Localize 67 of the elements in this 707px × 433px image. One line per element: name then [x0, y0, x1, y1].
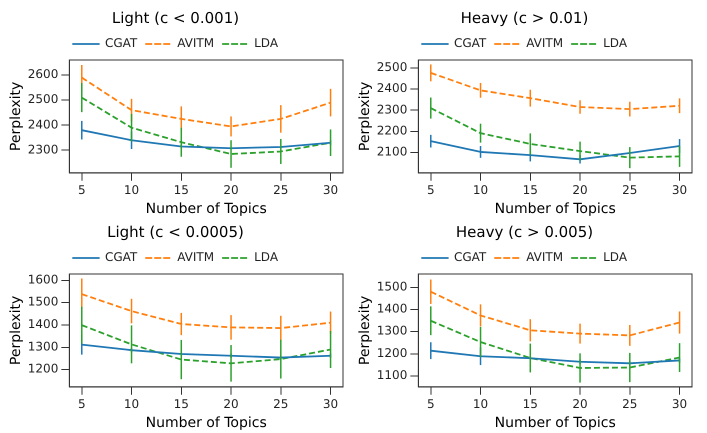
x-tick-label: 20 [572, 397, 588, 412]
legend-label: CGAT [454, 36, 487, 50]
legend-label: AVITM [177, 36, 214, 50]
y-tick-label: 2400 [376, 81, 408, 96]
y-tick-label: 1200 [376, 346, 408, 360]
x-tick-label: 10 [124, 183, 140, 198]
y-tick-label: 2600 [28, 67, 58, 82]
y-tick-label: 1300 [376, 324, 408, 338]
chart-title: Light (c < 0.001) [112, 8, 240, 27]
x-tick-label: 25 [273, 397, 288, 412]
legend-label: AVITM [526, 250, 564, 264]
x-tick-label: 10 [472, 183, 488, 198]
x-tick-label: 5 [78, 397, 86, 412]
y-tick-label: 1500 [376, 279, 408, 294]
x-tick-label: 25 [273, 183, 288, 198]
x-axis-title: Number of Topics [494, 201, 616, 218]
chart-title: Heavy (c > 0.005) [456, 222, 594, 241]
x-axis-title: Number of Topics [494, 415, 616, 432]
y-tick-label: 2100 [376, 144, 408, 158]
x-tick-label: 5 [78, 183, 86, 198]
y-axis-title: Perplexity [8, 82, 24, 152]
legend-label: AVITM [526, 36, 564, 50]
legend-label: LDA [603, 36, 628, 50]
chart-title: Light (c < 0.0005) [107, 222, 244, 241]
x-tick-label: 5 [426, 397, 435, 412]
legend-label: CGAT [454, 250, 487, 264]
y-tick-label: 1400 [376, 302, 408, 316]
legend-label: LDA [603, 250, 628, 264]
x-tick-label: 20 [223, 183, 239, 198]
y-tick-label: 2300 [376, 102, 408, 116]
y-tick-label: 1300 [28, 339, 58, 354]
x-axis-title: Number of Topics [146, 201, 267, 218]
legend-label: LDA [254, 36, 279, 50]
y-tick-label: 1100 [376, 368, 408, 382]
x-tick-label: 15 [522, 397, 538, 412]
y-tick-label: 1400 [28, 317, 58, 332]
x-tick-label: 10 [124, 397, 140, 412]
y-tick-label: 2500 [28, 92, 58, 106]
x-tick-label: 10 [472, 397, 488, 412]
legend-label: AVITM [177, 250, 214, 264]
legend-label: LDA [254, 250, 279, 264]
legend-label: CGAT [104, 250, 138, 264]
y-tick-label: 1500 [28, 294, 58, 309]
x-tick-label: 20 [572, 183, 588, 198]
x-tick-label: 20 [223, 397, 239, 412]
y-tick-label: 2500 [376, 60, 408, 74]
x-tick-label: 25 [622, 183, 638, 198]
x-tick-label: 15 [522, 183, 538, 198]
y-tick-label: 2300 [28, 142, 58, 156]
y-axis-title: Perplexity [357, 296, 374, 366]
x-tick-label: 5 [426, 183, 435, 198]
y-tick-label: 2200 [376, 123, 408, 138]
x-tick-label: 30 [672, 183, 688, 198]
x-tick-label: 25 [622, 397, 638, 412]
x-tick-label: 30 [322, 397, 338, 412]
y-axis-title: Perplexity [8, 296, 24, 366]
x-tick-label: 15 [174, 183, 189, 198]
y-tick-label: 2400 [28, 117, 58, 132]
y-tick-label: 1600 [28, 272, 58, 286]
chart-title: Heavy (c > 0.01) [460, 8, 588, 27]
x-tick-label: 30 [322, 183, 338, 198]
legend-label: CGAT [104, 36, 138, 50]
x-tick-label: 15 [174, 397, 189, 412]
y-tick-label: 1200 [28, 362, 58, 376]
x-axis-title: Number of Topics [146, 415, 267, 432]
x-tick-label: 30 [672, 397, 688, 412]
y-axis-title: Perplexity [357, 82, 374, 152]
